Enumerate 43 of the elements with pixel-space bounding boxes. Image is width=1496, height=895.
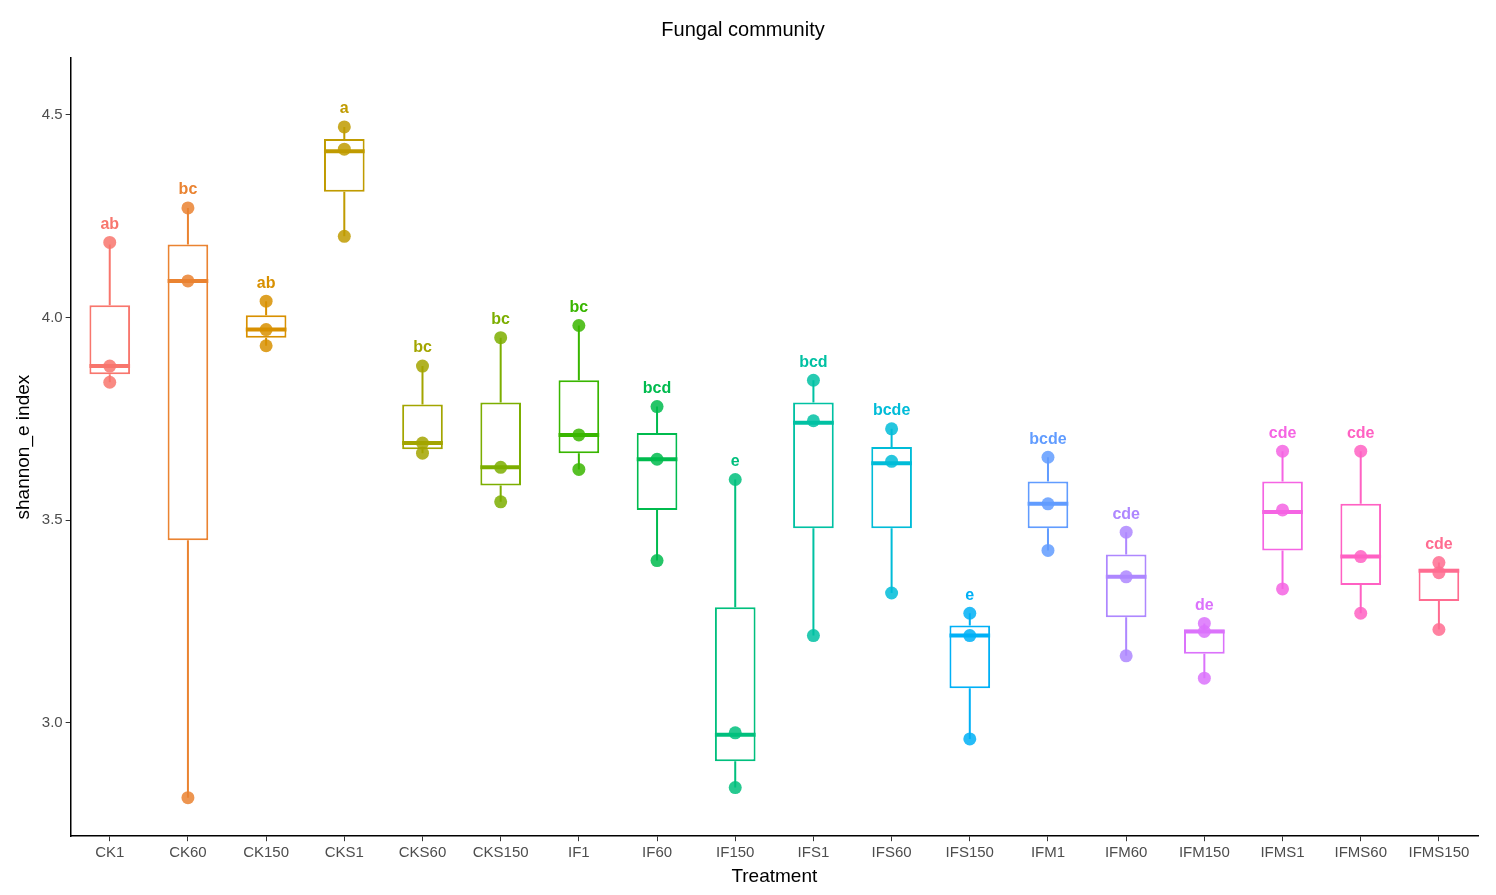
annotation: cde bbox=[1268, 423, 1297, 441]
x-tick-label: CKS150 bbox=[472, 843, 529, 861]
y-axis-title: shannon_e index bbox=[11, 374, 34, 520]
x-tick-label: IFM60 bbox=[1104, 843, 1148, 861]
x-tick-label: IFM150 bbox=[1178, 843, 1230, 861]
x-tick-label: IFS1 bbox=[797, 843, 830, 861]
annotation: de bbox=[1195, 595, 1214, 613]
annotation: bc bbox=[413, 338, 432, 356]
x-tick-label: CK150 bbox=[243, 843, 290, 861]
y-tick-label: 3.5 bbox=[41, 510, 63, 528]
x-tick-label: IFMS150 bbox=[1408, 843, 1470, 861]
annotation: e bbox=[965, 585, 975, 603]
annotation: ab bbox=[100, 214, 120, 232]
x-axis-title: Treatment bbox=[731, 864, 818, 886]
x-tick-label: CK60 bbox=[169, 843, 207, 861]
x-tick-label: IF150 bbox=[716, 843, 755, 861]
annotation: ab bbox=[256, 273, 276, 291]
x-tick-label: IFM1 bbox=[1030, 843, 1066, 861]
annotation: bc bbox=[491, 310, 511, 328]
annotation: cde bbox=[1346, 423, 1375, 441]
annotation: bcde bbox=[1029, 429, 1067, 447]
y-tick-label: 4.0 bbox=[41, 307, 63, 325]
chart-title: Fungal community bbox=[661, 17, 825, 40]
y-tick-label: 3.0 bbox=[41, 712, 63, 730]
x-tick-label: IF1 bbox=[568, 843, 590, 861]
annotation: bc bbox=[569, 297, 589, 315]
x-tick-label: IFS150 bbox=[945, 843, 994, 861]
x-tick-label: CKS60 bbox=[398, 843, 447, 861]
annotation: bcd bbox=[642, 378, 672, 396]
annotation: bcd bbox=[799, 352, 828, 370]
annotation: bc bbox=[178, 180, 198, 198]
x-tick-label: IFMS1 bbox=[1260, 843, 1305, 861]
x-tick-label: CKS1 bbox=[324, 843, 364, 861]
annotation: a bbox=[339, 99, 349, 117]
x-tick-label: CK1 bbox=[95, 843, 125, 861]
x-tick-label: IFS60 bbox=[871, 843, 912, 861]
x-tick-label: IFMS60 bbox=[1334, 843, 1387, 861]
annotation: cde bbox=[1112, 504, 1141, 522]
x-tick-label: IF60 bbox=[642, 843, 673, 861]
annotation: cde bbox=[1425, 535, 1453, 553]
annotation: bcde bbox=[872, 401, 911, 419]
y-tick-label: 4.5 bbox=[41, 104, 63, 122]
annotation: e bbox=[730, 451, 740, 469]
